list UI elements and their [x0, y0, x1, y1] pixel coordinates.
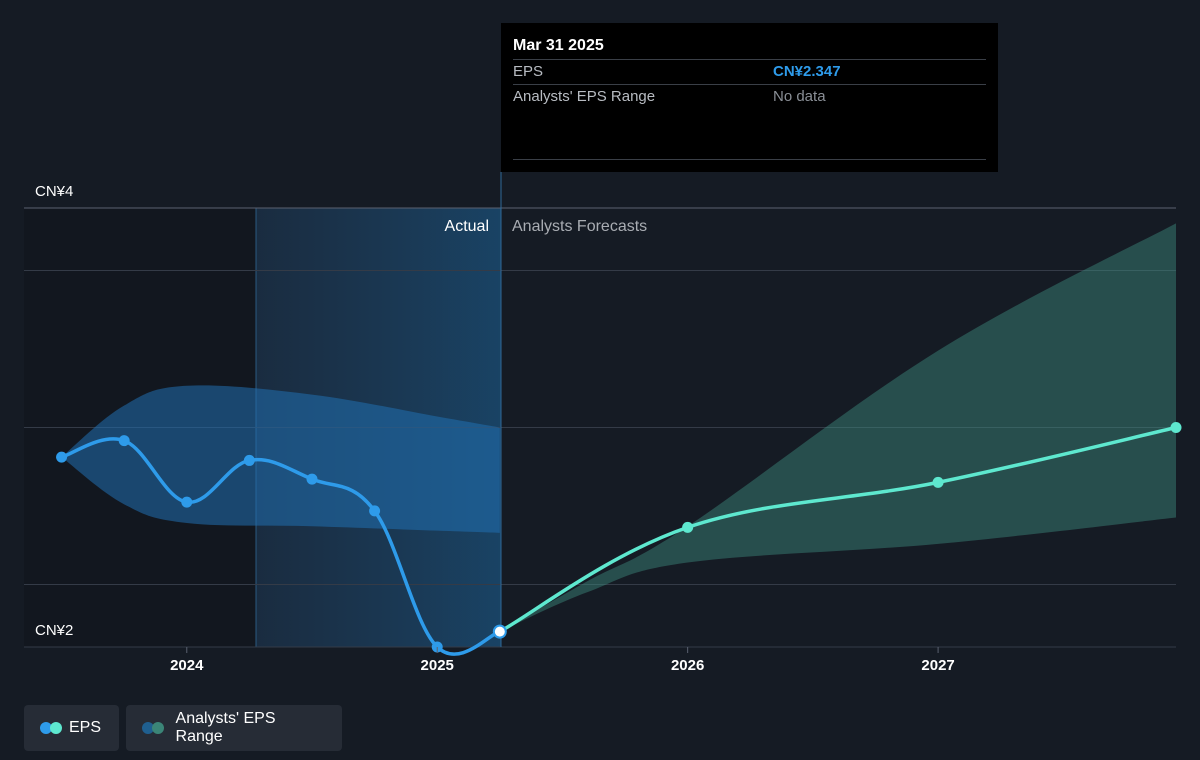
x-tick-label: 2026 — [671, 657, 704, 674]
tooltip-eps-row: EPS CN¥2.347 — [513, 59, 986, 85]
y-tick-label: CN¥4 — [35, 183, 73, 200]
x-tick-label: 2025 — [421, 657, 454, 674]
legend-range-button[interactable]: Analysts' EPS Range — [126, 705, 342, 751]
eps-point — [306, 473, 318, 485]
eps-point — [243, 454, 255, 466]
eps-lines — [59, 425, 1178, 656]
eps-point — [932, 476, 944, 488]
tooltip-range-value: No data — [773, 88, 826, 105]
tooltip-eps-value: CN¥2.347 — [773, 63, 841, 80]
y-tick-label: CN¥2 — [35, 622, 73, 639]
eps-chart: CN¥4 CN¥2 2024 2025 2026 2027 Actual Analyst… — [24, 172, 1182, 674]
legend-range-label: Analysts' EPS Range — [175, 710, 276, 745]
tooltip-divider — [513, 159, 986, 160]
eps-point — [56, 451, 68, 463]
actual-region-label: Actual — [445, 218, 489, 235]
x-tick-label: 2027 — [921, 657, 954, 674]
hover-tooltip: Mar 31 2025 EPS CN¥2.347 Analysts' EPS R… — [501, 23, 998, 172]
x-axis: 2024 2025 2026 2027 — [170, 647, 955, 674]
legend-eps-label: EPS — [68, 719, 101, 736]
eps-forecast-line — [498, 425, 1178, 634]
eps-point — [682, 521, 694, 533]
tooltip-range-row: Analysts' EPS Range No data — [513, 84, 986, 110]
hover-point — [492, 624, 507, 639]
eps-point — [1170, 422, 1182, 433]
eps-points[interactable] — [56, 422, 1182, 653]
legend-eps-button[interactable]: EPS — [24, 705, 119, 751]
forecast-eps-range-band — [499, 223, 1177, 632]
eps-legend-icon — [40, 722, 62, 734]
y-axis: CN¥4 CN¥2 — [35, 183, 73, 639]
eps-actual-line — [59, 437, 502, 656]
tooltip-eps-label: EPS — [513, 63, 544, 80]
tooltip-range-label: Analysts' EPS Range — [513, 88, 656, 105]
x-tick-label: 2024 — [170, 657, 204, 674]
range-legend-icon — [142, 722, 166, 734]
forecast-region-label: Analysts Forecasts — [512, 218, 647, 235]
actual-eps-range-band — [61, 385, 500, 533]
eps-range-bands — [61, 223, 1177, 632]
eps-point — [181, 496, 193, 508]
tooltip-date: Mar 31 2025 — [513, 37, 604, 54]
eps-point — [369, 505, 381, 517]
eps-point — [118, 435, 130, 447]
